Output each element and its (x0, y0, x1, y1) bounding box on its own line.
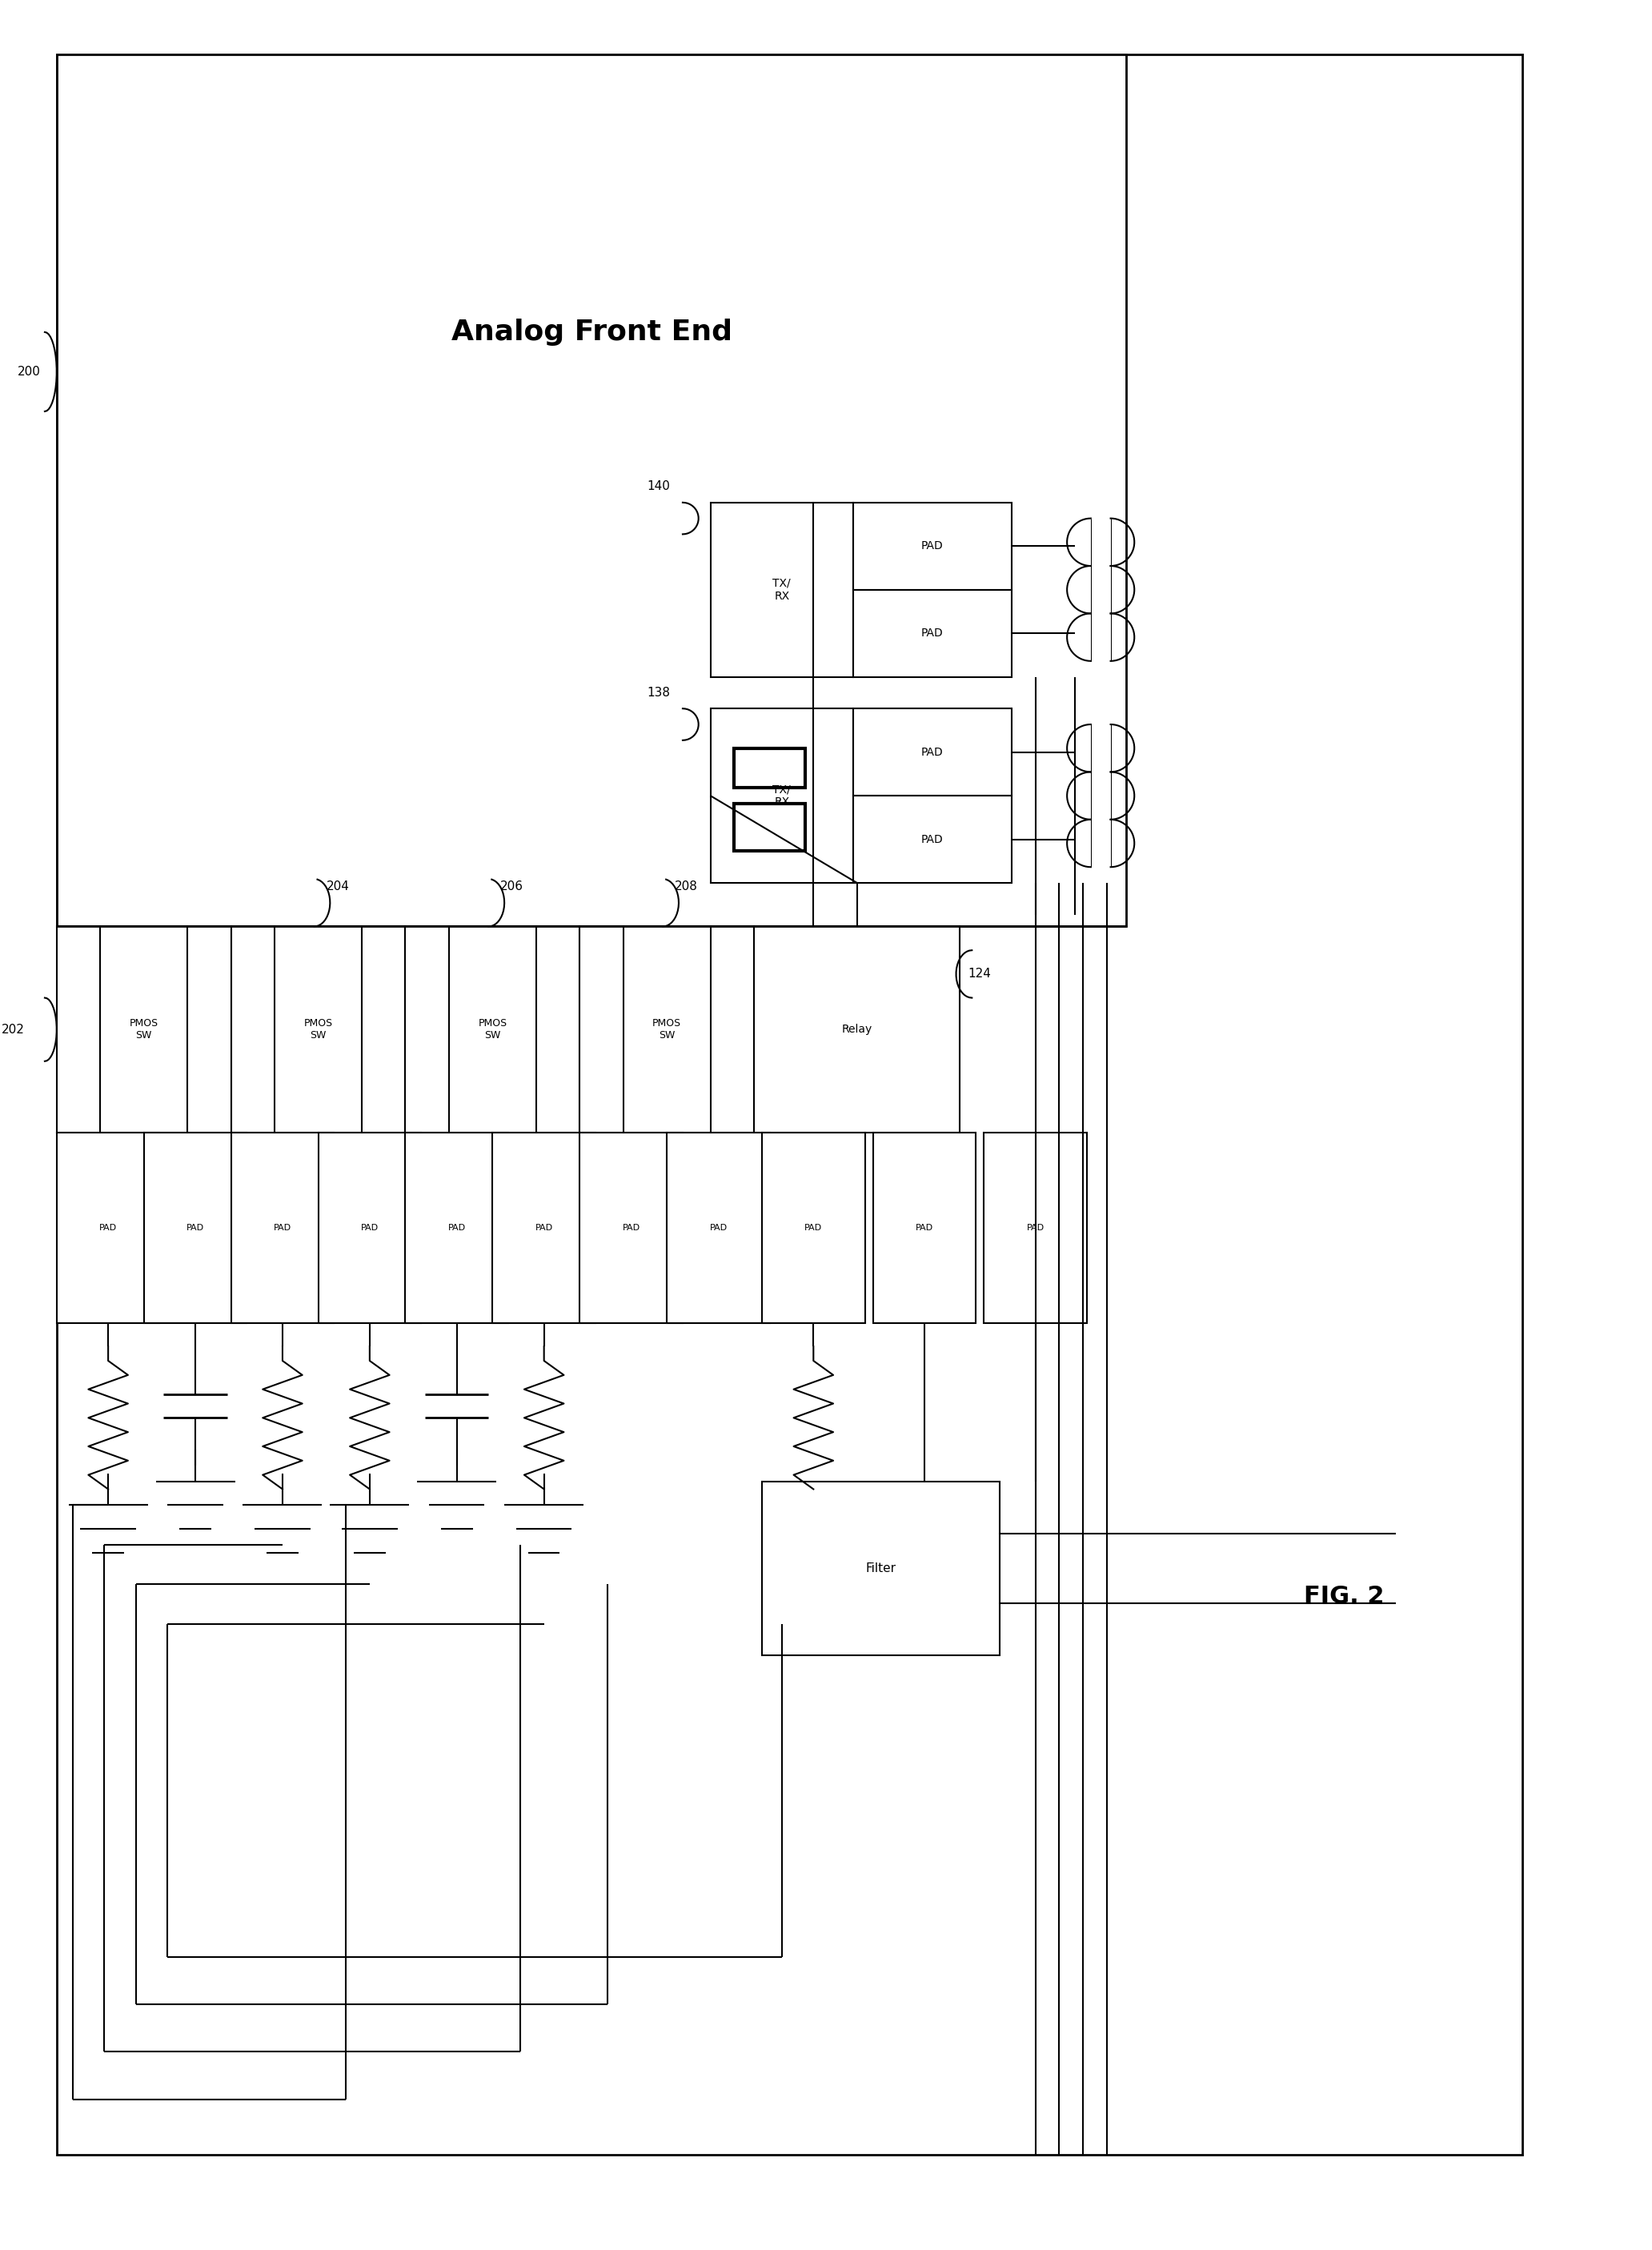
Bar (872, 1132, 976, 1323)
Bar (405, 1132, 509, 1323)
Bar (231, 927, 405, 1132)
Text: PAD: PAD (922, 747, 943, 758)
Bar (231, 1132, 334, 1323)
Text: PAD: PAD (1026, 1224, 1044, 1231)
Bar (762, 1481, 999, 1656)
Text: FIG. 2: FIG. 2 (1303, 1584, 1384, 1609)
Text: PAD: PAD (360, 1224, 378, 1231)
Text: PAD: PAD (623, 1224, 639, 1231)
Bar (56, 1132, 160, 1323)
Bar (852, 709, 1011, 796)
Text: 204: 204 (325, 880, 349, 893)
Text: PAD: PAD (535, 1224, 553, 1231)
Text: TX/
RX: TX/ RX (773, 783, 791, 808)
Text: PAD: PAD (922, 835, 943, 846)
Bar (56, 54, 1523, 2156)
Bar (710, 709, 852, 882)
Text: 124: 124 (968, 968, 991, 981)
Bar (405, 927, 580, 1132)
Bar (852, 502, 1011, 590)
Bar (852, 590, 1011, 677)
Bar (319, 1132, 421, 1323)
Bar (667, 1132, 770, 1323)
Text: Filter: Filter (866, 1562, 895, 1575)
Text: Relay: Relay (843, 1024, 872, 1035)
Text: PMOS
SW: PMOS SW (129, 1019, 159, 1042)
Bar (762, 1132, 866, 1323)
Bar (580, 1132, 682, 1323)
Text: 202: 202 (2, 1024, 25, 1035)
Bar (56, 54, 1127, 927)
Text: PMOS
SW: PMOS SW (477, 1019, 507, 1042)
Text: PAD: PAD (187, 1224, 205, 1231)
Bar (733, 803, 806, 850)
Text: 138: 138 (648, 686, 671, 700)
Bar (580, 927, 753, 1132)
Text: PAD: PAD (99, 1224, 117, 1231)
Bar (753, 927, 960, 1132)
Text: 140: 140 (648, 482, 671, 493)
Bar (144, 1132, 246, 1323)
Text: PAD: PAD (922, 628, 943, 639)
Text: PAD: PAD (448, 1224, 466, 1231)
Text: PAD: PAD (915, 1224, 933, 1231)
Text: Analog Front End: Analog Front End (451, 320, 732, 346)
Bar (852, 796, 1011, 882)
Text: 206: 206 (501, 880, 524, 893)
Text: PAD: PAD (274, 1224, 291, 1231)
Text: 200: 200 (18, 367, 41, 378)
Bar (985, 1132, 1087, 1323)
Text: PAD: PAD (805, 1224, 823, 1231)
Text: TX/
RX: TX/ RX (773, 578, 791, 601)
Text: PMOS
SW: PMOS SW (653, 1019, 681, 1042)
Text: 208: 208 (674, 880, 697, 893)
Text: PAD: PAD (922, 540, 943, 551)
Text: PAD: PAD (709, 1224, 727, 1231)
Bar (56, 927, 231, 1132)
Text: PMOS
SW: PMOS SW (304, 1019, 332, 1042)
Bar (492, 1132, 595, 1323)
Bar (733, 749, 806, 788)
Bar (710, 502, 852, 677)
